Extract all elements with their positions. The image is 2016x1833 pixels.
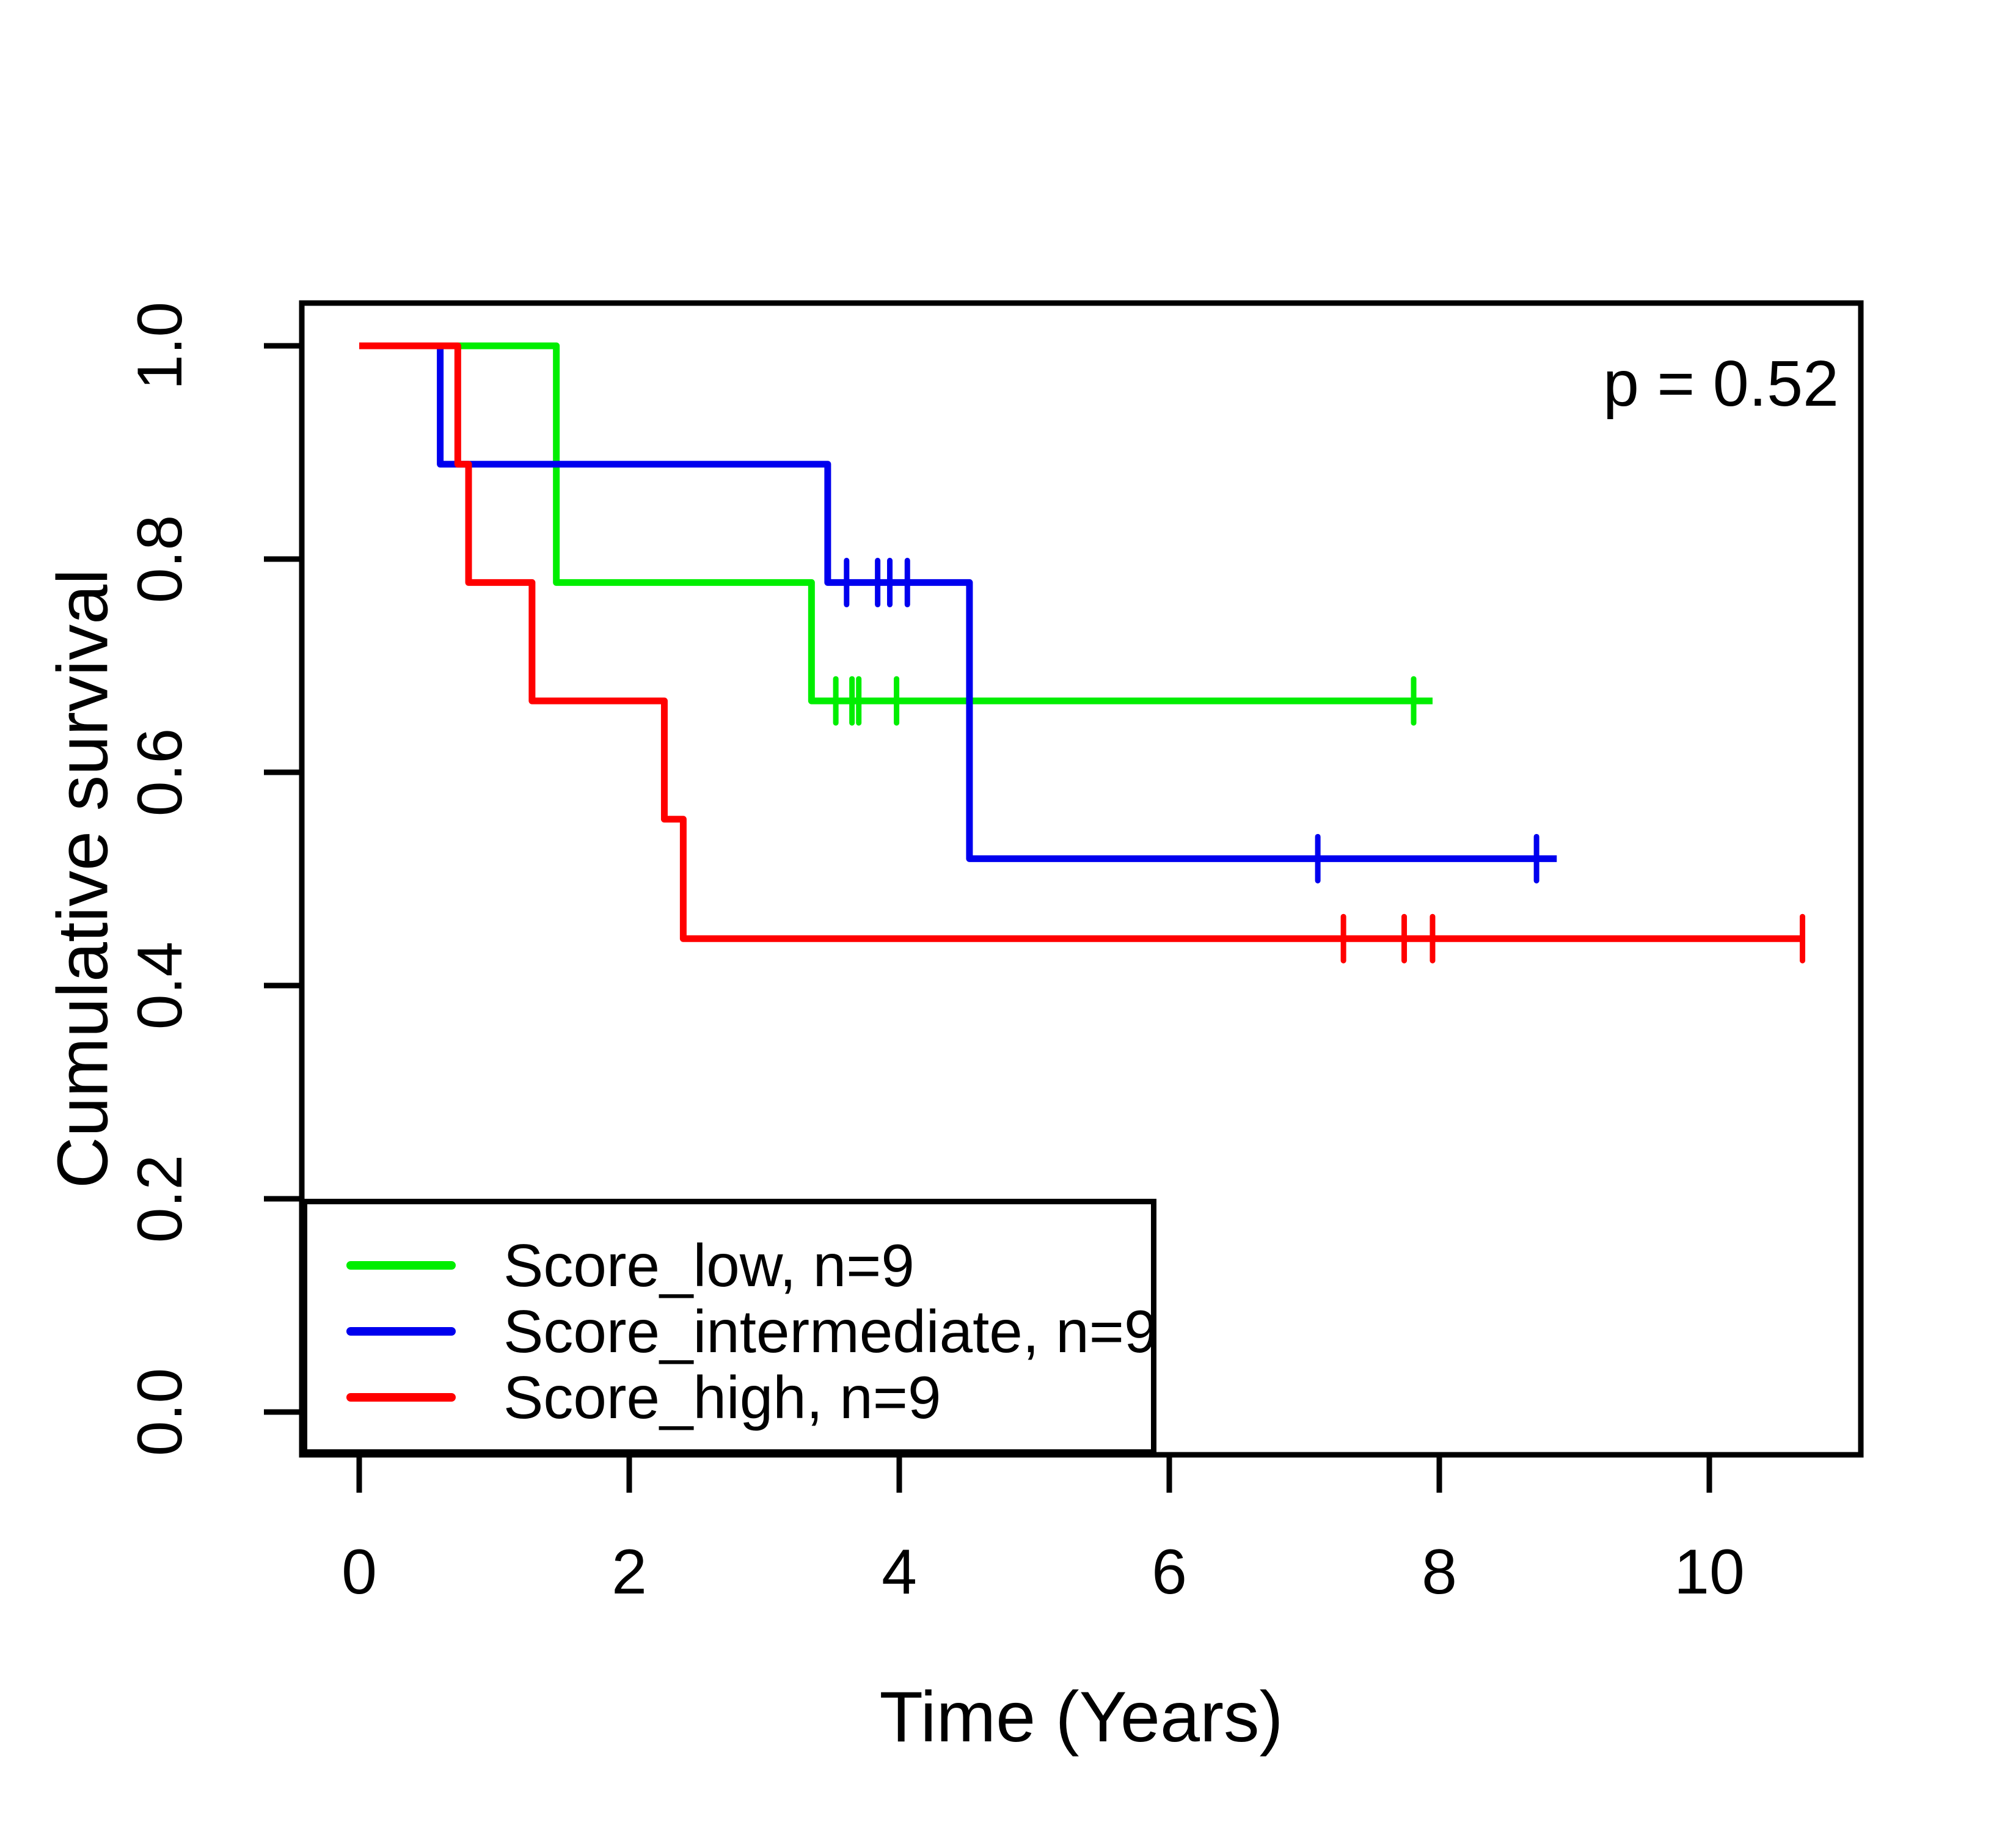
survival-curve-score_high xyxy=(359,342,1803,942)
x-tick-label: 0 xyxy=(341,1537,377,1608)
x-tick-label: 4 xyxy=(882,1537,917,1608)
y-tick-label: 0.8 xyxy=(125,515,195,604)
x-tick-label: 10 xyxy=(1674,1537,1745,1608)
survival-curve-score_intermediate xyxy=(359,342,1557,862)
legend-item: Score_low, n=9 xyxy=(307,1232,1151,1298)
survival-curve-score_low xyxy=(359,342,1433,704)
legend-line-swatch-intermediate xyxy=(346,1327,456,1336)
x-tick-label: 2 xyxy=(612,1537,647,1608)
x-tick-label: 8 xyxy=(1422,1537,1457,1608)
y-tick-label: 0.4 xyxy=(125,942,195,1030)
legend-box: Score_low, n=9 Score_intermediate, n=9 S… xyxy=(302,1199,1158,1455)
legend-item-label: Score_high, n=9 xyxy=(503,1364,941,1431)
y-tick-label: 0.6 xyxy=(125,728,195,817)
legend-item-label: Score_low, n=9 xyxy=(503,1232,915,1299)
legend-line-swatch-low xyxy=(346,1261,456,1270)
y-tick-label: 1.0 xyxy=(125,302,195,390)
y-axis-title: Cumulative survival xyxy=(42,568,123,1189)
y-tick-label: 0.2 xyxy=(125,1155,195,1243)
legend-item-label: Score_intermediate, n=9 xyxy=(503,1298,1158,1365)
x-axis-title: Time (Years) xyxy=(879,1677,1284,1757)
legend-item: Score_high, n=9 xyxy=(307,1364,1151,1430)
x-tick-label: 6 xyxy=(1152,1537,1187,1608)
legend-line-swatch-high xyxy=(346,1393,456,1402)
p-value-label: p = 0.52 xyxy=(1602,348,1839,420)
legend-item: Score_intermediate, n=9 xyxy=(307,1298,1158,1364)
y-tick-label: 0.0 xyxy=(125,1368,195,1457)
plot-frame xyxy=(299,300,1864,1458)
